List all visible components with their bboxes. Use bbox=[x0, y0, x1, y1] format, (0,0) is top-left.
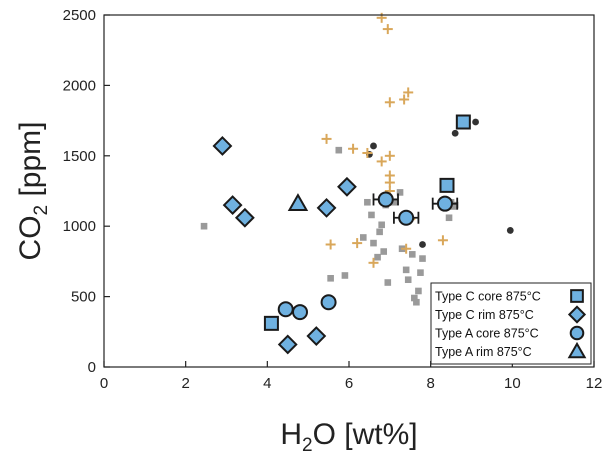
y-axis-title: CO2 [ppm] bbox=[14, 122, 52, 261]
background-plus-point bbox=[352, 238, 363, 249]
diamond-point bbox=[222, 195, 243, 215]
x-tick-label: 6 bbox=[345, 375, 353, 392]
x-tick-label: 0 bbox=[100, 375, 108, 392]
circle-point bbox=[277, 301, 294, 318]
x-tick-label: 10 bbox=[504, 375, 521, 392]
circle-point bbox=[320, 294, 337, 311]
background-square-point bbox=[374, 253, 381, 261]
y-tick-label: 0 bbox=[88, 359, 96, 376]
background-plus-point bbox=[382, 24, 393, 35]
background-series-square-small bbox=[200, 146, 459, 306]
series-square bbox=[263, 114, 471, 331]
diamond-point bbox=[277, 334, 298, 355]
background-series-plus bbox=[321, 12, 448, 268]
background-plus-point bbox=[399, 94, 410, 105]
background-plus-point bbox=[401, 243, 412, 254]
plot-area bbox=[200, 12, 514, 355]
background-circle-point bbox=[370, 142, 377, 150]
background-square-point bbox=[327, 274, 334, 282]
background-square-point bbox=[359, 234, 367, 241]
background-square-point bbox=[396, 189, 404, 196]
legend-box bbox=[430, 282, 592, 365]
x-tick-label: 8 bbox=[426, 375, 434, 392]
legend-marker-diamond bbox=[567, 305, 587, 324]
diamond-point bbox=[306, 326, 327, 346]
y-tick-label: 1500 bbox=[63, 148, 96, 165]
background-plus-point bbox=[384, 150, 395, 161]
background-plus-point bbox=[376, 156, 387, 167]
background-square-point bbox=[417, 269, 424, 276]
circle-point bbox=[436, 195, 453, 212]
background-plus-point bbox=[348, 143, 359, 154]
background-circle-point bbox=[419, 241, 426, 248]
circle-point bbox=[398, 209, 415, 226]
background-square-point bbox=[200, 222, 208, 230]
background-circle-point bbox=[472, 118, 479, 126]
y-tick-label: 500 bbox=[71, 289, 96, 306]
legend-label: Type C rim 875°C bbox=[435, 308, 534, 322]
background-plus-point bbox=[384, 177, 395, 188]
background-square-point bbox=[378, 221, 385, 229]
circle-point bbox=[377, 191, 394, 208]
background-square-point bbox=[335, 146, 343, 154]
background-plus-point bbox=[325, 239, 336, 250]
background-square-point bbox=[390, 198, 398, 206]
diamond-point bbox=[234, 207, 255, 228]
plot-frame bbox=[103, 14, 595, 368]
series-circle bbox=[277, 191, 459, 321]
x-tick-label: 4 bbox=[263, 375, 271, 392]
background-square-point bbox=[451, 201, 459, 209]
background-circle-point bbox=[506, 227, 514, 234]
background-square-point bbox=[368, 211, 375, 219]
y-tick-label: 1000 bbox=[63, 218, 96, 235]
legend-label: Type A core 875°C bbox=[435, 327, 539, 341]
background-square-point bbox=[413, 298, 420, 306]
background-plus-point bbox=[384, 97, 395, 108]
series-triangle bbox=[287, 193, 309, 212]
background-plus-point bbox=[403, 87, 414, 98]
background-circle-point bbox=[451, 129, 459, 137]
legend-label: Type A rim 875°C bbox=[435, 345, 532, 359]
diamond-point bbox=[337, 176, 357, 197]
legend-marker-square bbox=[570, 289, 584, 303]
background-square-point bbox=[370, 239, 377, 247]
square-point bbox=[263, 315, 279, 331]
background-square-point bbox=[380, 248, 388, 255]
y-tick-label: 2500 bbox=[63, 7, 96, 24]
legend-marker-circle bbox=[569, 325, 585, 341]
background-square-point bbox=[411, 294, 418, 302]
background-square-point bbox=[341, 272, 349, 279]
diamond-point bbox=[212, 136, 233, 156]
legend-marker-triangle bbox=[567, 341, 587, 359]
legend: Type C core 875°C Type C rim 875°C Type A … bbox=[430, 282, 592, 365]
triangle-point bbox=[287, 193, 309, 212]
background-square-point bbox=[445, 214, 453, 222]
series-diamond bbox=[212, 136, 357, 355]
background-plus-point bbox=[368, 257, 379, 268]
x-tick-label: 2 bbox=[181, 375, 189, 392]
background-square-point bbox=[419, 255, 426, 262]
background-plus-point bbox=[437, 235, 448, 246]
background-square-point bbox=[404, 276, 412, 284]
x-axis-title: H2O [wt%] bbox=[280, 418, 417, 455]
square-point bbox=[455, 114, 471, 130]
background-square-point bbox=[415, 287, 422, 295]
background-plus-point bbox=[321, 133, 332, 144]
square-point bbox=[439, 177, 455, 193]
background-square-point bbox=[402, 266, 410, 274]
background-plus-point bbox=[362, 147, 373, 158]
legend-label: Type C core 875°C bbox=[435, 290, 541, 304]
diamond-point bbox=[316, 197, 337, 218]
axis-ticks: 0 2 4 6 8 10 12 0 500 1000 1500 2000 2500 bbox=[63, 7, 603, 392]
background-square-point bbox=[408, 251, 416, 258]
background-square-point bbox=[376, 228, 383, 236]
y-tick-label: 2000 bbox=[63, 77, 96, 94]
x-tick-label: 12 bbox=[586, 375, 603, 392]
background-square-point bbox=[384, 279, 392, 286]
circle-point bbox=[292, 304, 308, 321]
background-square-point bbox=[364, 198, 371, 206]
